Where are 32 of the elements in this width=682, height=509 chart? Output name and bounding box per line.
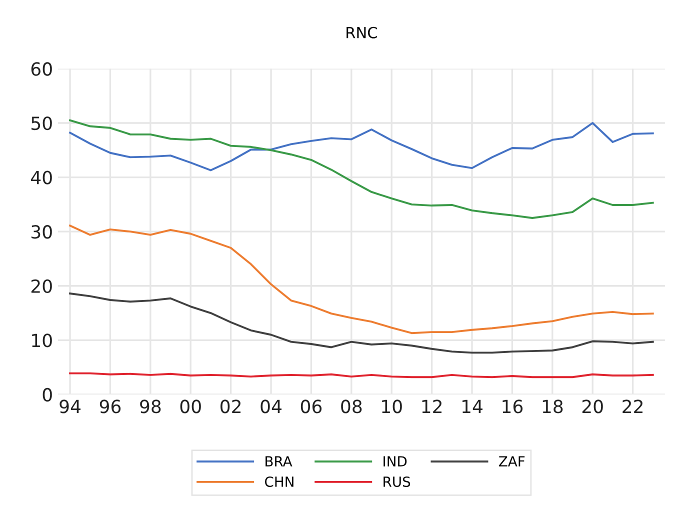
legend-label: ZAF: [499, 456, 525, 466]
y-tick-label: 0: [42, 388, 52, 402]
line-series: [69, 122, 654, 172]
x-tick-label: 08: [341, 400, 362, 414]
y-tick-label: 30: [32, 225, 52, 239]
legend-label: IND: [384, 456, 407, 466]
x-tick-label: 00: [180, 400, 201, 414]
x-tick-label: 94: [60, 400, 81, 414]
x-tick-label: 20: [582, 400, 603, 414]
line-series: [69, 224, 654, 334]
chart-title: RNC: [346, 26, 377, 38]
y-tick-label: 10: [32, 334, 52, 348]
x-tick-label: 10: [382, 400, 402, 414]
x-tick-label: 02: [220, 400, 240, 414]
legend-label: CHN: [264, 476, 294, 487]
y-tick-label: 20: [31, 279, 52, 294]
y-tick-label: 60: [31, 62, 52, 76]
line-series: [69, 119, 654, 219]
x-tick-label: 16: [502, 400, 523, 414]
y-tick-label: 50: [32, 116, 52, 130]
y-tick-label: 40: [31, 170, 52, 184]
legend-label: RUS: [384, 476, 410, 487]
x-tick-label: 18: [542, 400, 563, 414]
legend-label: BRA: [266, 456, 292, 466]
x-tick-label: 06: [300, 400, 322, 414]
line-series: [69, 292, 654, 354]
x-tick-label: 12: [422, 400, 442, 414]
x-tick-label: 98: [140, 400, 161, 414]
x-tick-label: 14: [462, 400, 482, 414]
x-tick-label: 04: [260, 400, 282, 414]
x-tick-label: 96: [100, 400, 121, 414]
x-tick-label: 22: [622, 400, 642, 414]
